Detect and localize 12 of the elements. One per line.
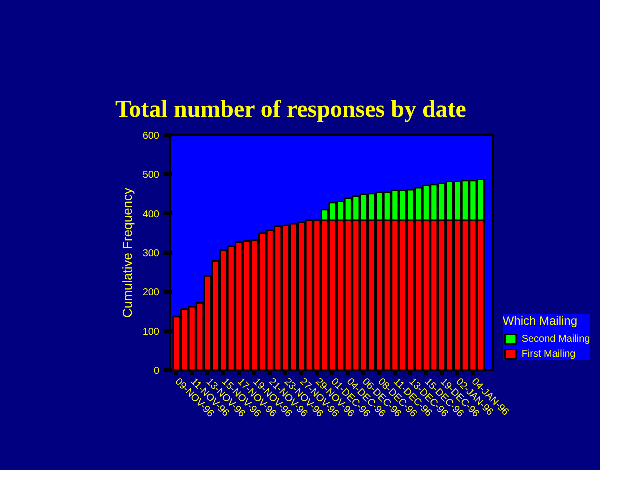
legend-label: Second Mailing: [522, 334, 590, 344]
y-tick-label: 100: [142, 326, 160, 338]
y-tick-label: 0: [154, 366, 160, 377]
y-tick-label: 500: [142, 170, 160, 182]
chart-title: Total number of responses by date: [116, 97, 467, 123]
y-tick-label: 200: [142, 288, 160, 299]
y-axis-title: Cumulative Frequency: [120, 187, 135, 318]
y-tick-label: 600: [142, 131, 160, 142]
legend-label: First Mailing: [522, 348, 576, 360]
y-tick-label: 400: [142, 209, 160, 220]
y-tick-label: 300: [142, 248, 160, 260]
legend-title: Which Mailing: [502, 314, 579, 328]
